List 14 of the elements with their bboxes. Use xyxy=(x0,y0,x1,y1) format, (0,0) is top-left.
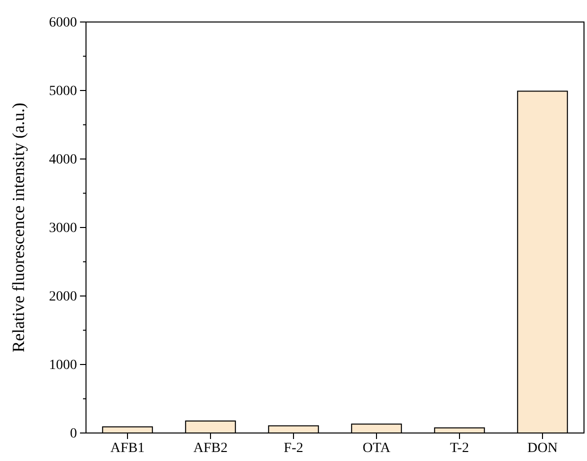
x-tick-label: DON xyxy=(527,440,558,456)
y-tick-label: 3000 xyxy=(49,220,77,236)
y-tick-label: 1000 xyxy=(49,358,77,373)
x-tick-label: T-2 xyxy=(450,440,469,456)
x-tick-label: F-2 xyxy=(284,440,304,456)
y-tick-label: 2000 xyxy=(49,289,77,304)
y-tick-label: 0 xyxy=(70,426,77,442)
x-tick-label: AFB1 xyxy=(110,440,145,456)
y-tick-label: 6000 xyxy=(49,15,77,30)
x-tick-label: OTA xyxy=(362,440,392,456)
x-tick-label: AFB2 xyxy=(193,440,228,456)
y-tick-label: 5000 xyxy=(49,84,77,99)
y-tick-label: 4000 xyxy=(49,152,77,168)
y-axis-title: Relative fluorescence intensity (a.u.) xyxy=(9,102,28,352)
